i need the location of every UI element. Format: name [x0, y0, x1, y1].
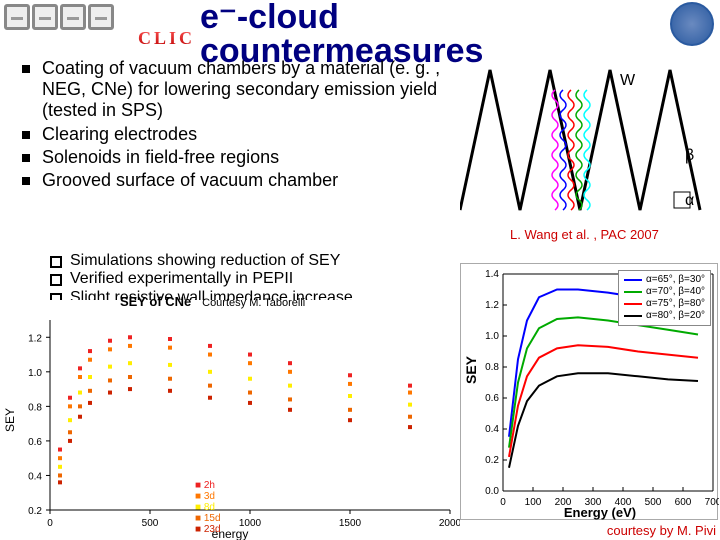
cavity-diagram [4, 4, 134, 34]
svg-text:0.6: 0.6 [485, 393, 499, 404]
svg-text:500: 500 [142, 518, 159, 529]
svg-text:0: 0 [47, 518, 53, 529]
bullet-item: Coating of vacuum chambers by a material… [22, 58, 442, 122]
svg-text:1.4: 1.4 [485, 269, 499, 280]
figure-caption-wang: L. Wang et al. , PAC 2007 [510, 227, 659, 242]
svg-text:1.0: 1.0 [28, 368, 42, 379]
svg-text:2000: 2000 [439, 518, 460, 529]
svg-text:100: 100 [525, 497, 542, 508]
svg-text:1.0: 1.0 [485, 331, 499, 342]
cern-logo [670, 2, 714, 46]
svg-text:500: 500 [645, 497, 662, 508]
sey-cne-chart: SEY of CNe Courtesy M. Taborelli 0.20.40… [0, 300, 460, 540]
svg-text:700: 700 [705, 497, 719, 508]
clic-logo-text: CLIC [138, 28, 195, 49]
svg-text:SEY: SEY [3, 408, 17, 432]
svg-text:Energy (eV): Energy (eV) [564, 505, 636, 520]
svg-text:0.2: 0.2 [485, 455, 499, 466]
chart1-legend: 2h3d8d15d23d [195, 480, 221, 535]
svg-text:β: β [685, 147, 694, 164]
svg-text:0.4: 0.4 [28, 471, 42, 482]
bullet-item: Grooved surface of vacuum chamber [22, 170, 442, 191]
svg-text:0.6: 0.6 [28, 437, 42, 448]
svg-text:0: 0 [500, 497, 506, 508]
bullet-item: Clearing electrodes [22, 124, 442, 145]
svg-text:0.2: 0.2 [28, 506, 42, 517]
svg-text:W: W [620, 72, 636, 89]
groove-diagram: Wβα [460, 60, 710, 220]
figure-caption-pivi: courtesy by M. Pivi [607, 523, 716, 538]
sey-angle-chart: SEY 0.00.20.40.60.81.01.21.4010020030040… [460, 263, 718, 520]
svg-text:0.8: 0.8 [485, 362, 499, 373]
svg-text:1.2: 1.2 [485, 300, 499, 311]
bullet-item: Solenoids in field-free regions [22, 147, 442, 168]
svg-text:0.8: 0.8 [28, 402, 42, 413]
svg-text:600: 600 [675, 497, 692, 508]
chart2-legend: α=65°, β=30°α=70°, β=40°α=75°, β=80°α=80… [618, 270, 711, 326]
subbullet-item: Simulations showing reduction of SEY [50, 252, 470, 270]
main-bullet-list: Coating of vacuum chambers by a material… [22, 58, 442, 193]
svg-text:0.0: 0.0 [485, 486, 499, 497]
svg-text:1500: 1500 [339, 518, 362, 529]
subbullet-item: Verified experimentally in PEPII [50, 270, 470, 288]
svg-text:1.2: 1.2 [28, 333, 42, 344]
slide-root: CLIC e⁻-cloudcountermeasures Coating of … [0, 0, 720, 540]
svg-text:0.4: 0.4 [485, 424, 499, 435]
